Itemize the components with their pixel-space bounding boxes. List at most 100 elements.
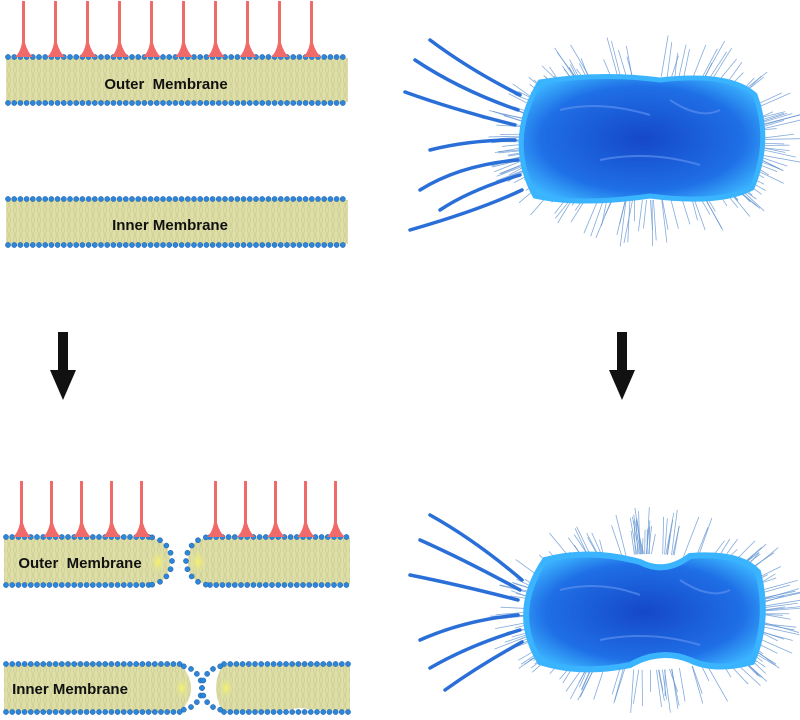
lipid-head (188, 704, 194, 710)
lipid-head (194, 671, 200, 677)
pilus (623, 199, 634, 244)
lipid-head (120, 661, 127, 667)
lipid-head (333, 242, 340, 248)
lipid-head (213, 582, 220, 588)
lipid-head (253, 196, 259, 202)
outer-membrane-fragment-right (188, 538, 350, 584)
lipid-head (67, 54, 73, 60)
lipid-head (65, 661, 71, 667)
lipid-head (178, 196, 185, 202)
lipid-head (96, 709, 102, 715)
lipid-head (129, 54, 135, 60)
pilus (661, 199, 669, 230)
lipid-head (116, 242, 123, 248)
pilus (641, 538, 644, 555)
lipid-head (327, 242, 334, 248)
lipid-head (133, 709, 140, 715)
bacterium-body (518, 73, 766, 204)
lipid-head (133, 661, 140, 667)
outer-membrane-tails (6, 58, 348, 102)
lipid-head (153, 196, 160, 202)
lipid-head (110, 100, 117, 106)
lipid-head (23, 100, 30, 106)
lipid-head (258, 661, 265, 667)
lipid-head (315, 242, 321, 248)
pilus (646, 507, 650, 555)
lipid-head (321, 196, 328, 202)
lps-chain (303, 1, 321, 57)
lipid-head (67, 196, 73, 202)
outer-membrane-heads (3, 534, 350, 588)
lipid-head (52, 709, 59, 715)
pilus (761, 119, 800, 130)
lipid-head (296, 242, 303, 248)
lipid-head (120, 709, 127, 715)
pilus (759, 113, 793, 124)
lipid-head (264, 709, 271, 715)
lipid-head (240, 100, 247, 106)
lipid-head (184, 100, 191, 106)
lipid-head (271, 242, 278, 248)
lipid-head (166, 54, 173, 60)
lipid-head (108, 582, 115, 588)
lipid-head (151, 661, 158, 667)
lipid-head (40, 661, 47, 667)
lipid-head (34, 534, 40, 540)
lipid-head (3, 534, 9, 540)
lipid-head (301, 661, 308, 667)
lipid-head (147, 242, 154, 248)
lipid-head (98, 100, 104, 106)
pilus (666, 42, 673, 78)
pilus (643, 199, 647, 229)
pilus (762, 623, 797, 628)
lipid-head (54, 196, 61, 202)
pilus (619, 199, 627, 247)
pilus (661, 199, 668, 243)
pilus (682, 49, 690, 80)
lipid-head (85, 196, 92, 202)
lipid-head (332, 709, 339, 715)
lps-chain (103, 481, 121, 537)
lipid-head (151, 709, 158, 715)
lipid-head (231, 582, 238, 588)
lipid-head (114, 661, 121, 667)
lipid-head (5, 242, 11, 248)
inner-membrane-label: Inner Membrane (12, 681, 128, 698)
lipid-head (296, 196, 303, 202)
lipid-head (180, 706, 187, 713)
lipid-head (15, 661, 22, 667)
lipid-head (209, 100, 216, 106)
pilus (673, 526, 680, 556)
lipid-head (167, 549, 174, 556)
lipid-head (252, 709, 258, 715)
lipid-head (139, 709, 146, 715)
lipid-head (135, 100, 142, 106)
lipid-head (5, 100, 11, 106)
outer-membrane-label: Outer Membrane (104, 76, 227, 93)
rod-bacterium-damaged (408, 507, 800, 713)
pilus (762, 138, 800, 140)
lipid-head (339, 54, 346, 60)
lps-chain (237, 481, 255, 537)
lipid-head (339, 100, 346, 106)
pilus (760, 148, 796, 158)
lipid-head (122, 242, 129, 248)
lipid-head (40, 709, 47, 715)
lps-chains (13, 481, 345, 537)
lipid-head (210, 666, 216, 672)
lipid-head (195, 537, 201, 544)
pilus (613, 668, 624, 704)
pilus (697, 517, 713, 560)
lipid-head (65, 709, 71, 715)
lipid-head (116, 100, 123, 106)
lipid-head (40, 582, 47, 588)
lipid-head (252, 661, 258, 667)
lipid-head (71, 661, 78, 667)
lipid-head (296, 100, 303, 106)
pilus (761, 147, 790, 151)
lipid-head (246, 100, 253, 106)
pilus (630, 669, 635, 713)
lipid-head (58, 661, 65, 667)
lipid-head (222, 242, 228, 248)
lipid-head (36, 196, 42, 202)
